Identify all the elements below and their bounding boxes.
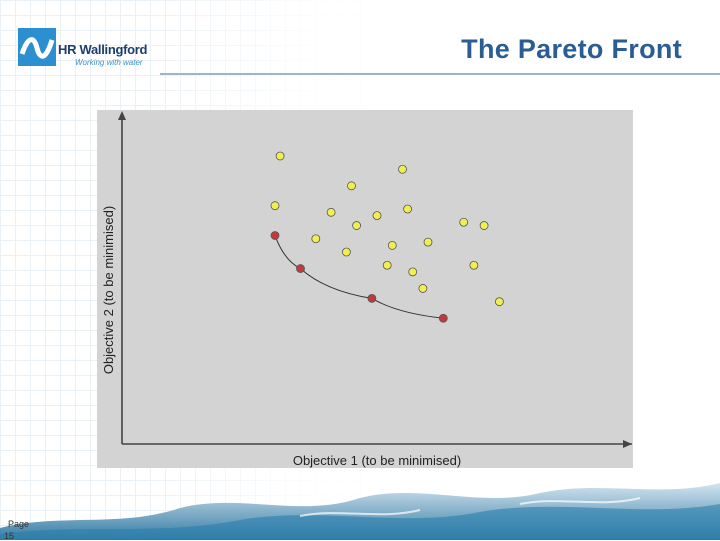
dominated-point-17: [418, 284, 428, 293]
page-number: 15: [4, 531, 15, 541]
dominated-point-14: [479, 221, 489, 230]
header-divider: [160, 73, 720, 75]
pareto-point-4: [438, 313, 448, 323]
logo-wave-icon: [18, 28, 56, 66]
x-axis-label: Objective 1 (to be minimised): [293, 453, 461, 468]
dominated-point-5: [326, 207, 336, 217]
dominated-point-4: [270, 201, 280, 211]
pareto-chart: Objective 1 (to be minimised) Objective …: [97, 110, 633, 468]
logo-tagline: Working with water: [75, 58, 143, 67]
dominated-point-18: [469, 260, 479, 270]
dominated-point-11: [387, 240, 397, 250]
pareto-point-1: [270, 231, 280, 240]
plot-background: [97, 110, 633, 468]
dominated-point-7: [403, 204, 413, 214]
dominated-point-10: [341, 247, 351, 257]
hr-wallingford-logo: HR Wallingford Working with water: [18, 28, 148, 70]
page-label: Page: [8, 519, 30, 529]
dominated-point-8: [352, 221, 362, 230]
dominated-point-2: [347, 181, 356, 191]
dominated-point-3: [398, 164, 407, 174]
x-axis-arrow: [623, 440, 632, 448]
y-axis-arrow: [118, 111, 126, 120]
pareto-point-2: [296, 264, 305, 273]
logo-name: HR Wallingford: [58, 42, 148, 57]
water-wave-decoration: [0, 483, 720, 540]
dominated-point-9: [311, 234, 321, 244]
slide-title: The Pareto Front: [461, 34, 682, 64]
pareto-point-3: [367, 293, 377, 303]
dominated-point-12: [423, 237, 433, 247]
dominated-point-1: [275, 151, 285, 161]
dominated-point-15: [382, 260, 392, 270]
dominated-point-16: [408, 267, 418, 277]
chart-svg: Objective 1 (to be minimised) Objective …: [97, 110, 633, 468]
y-axis-label: Objective 2 (to be minimised): [101, 206, 116, 374]
pareto-curve: [274, 235, 444, 319]
points-layer: [270, 151, 504, 323]
dominated-point-6: [372, 211, 382, 221]
dominated-point-13: [459, 217, 469, 227]
dominated-point-19: [494, 297, 504, 307]
